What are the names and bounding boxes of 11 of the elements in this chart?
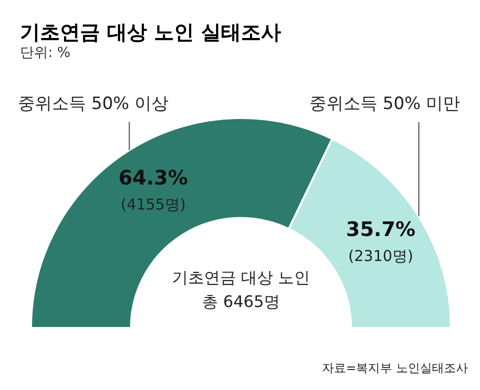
text: (2310명) bbox=[348, 247, 414, 266]
text: 기초연금 대상 노인 bbox=[172, 268, 310, 287]
text: 총 6465명 bbox=[202, 292, 280, 311]
data-label: 35.7% bbox=[346, 217, 416, 242]
slice-label: 중위소득 50% 이상 bbox=[18, 94, 169, 114]
data-label: 64.3% bbox=[118, 165, 188, 190]
chart-title: 기초연금 대상 노인 실태조사 bbox=[20, 20, 281, 44]
text: (4155명) bbox=[120, 195, 186, 214]
slice-label: 중위소득 50% 미만 bbox=[309, 94, 460, 114]
chart-subtitle: 단위: % bbox=[20, 45, 70, 61]
text: 자료=복지부 노인실태조사 bbox=[322, 361, 468, 375]
